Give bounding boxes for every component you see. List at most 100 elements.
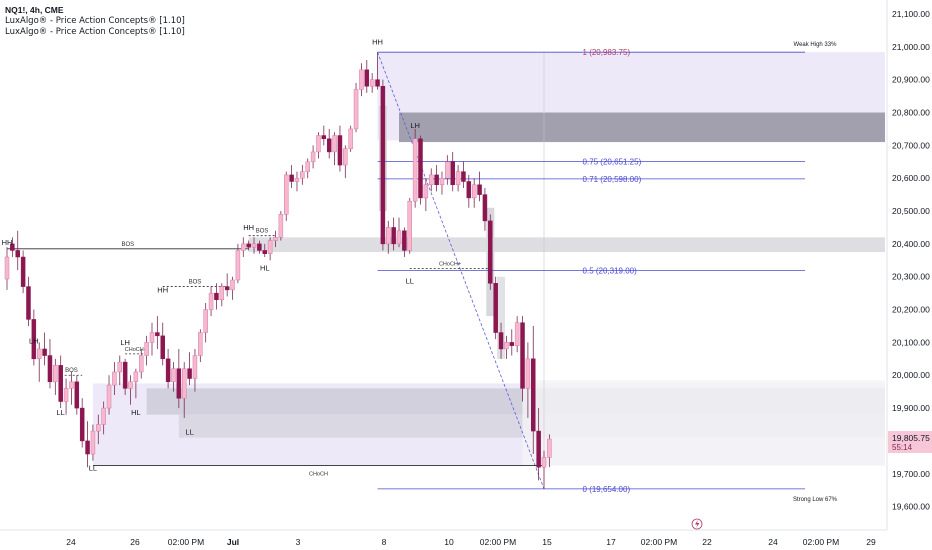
candle[interactable] (488, 220, 493, 284)
candle[interactable] (160, 335, 165, 360)
candle[interactable] (359, 69, 364, 90)
candle[interactable] (466, 181, 472, 199)
candle[interactable] (262, 250, 268, 254)
candle[interactable] (149, 332, 155, 343)
candle[interactable] (79, 407, 85, 442)
candle[interactable] (536, 430, 541, 468)
candle[interactable] (251, 243, 257, 248)
candle[interactable] (289, 174, 294, 182)
candle[interactable] (332, 135, 337, 153)
candle[interactable] (493, 283, 498, 333)
last-price-badge[interactable] (888, 431, 932, 454)
candle[interactable] (514, 322, 520, 346)
candle[interactable] (369, 79, 375, 87)
candle[interactable] (402, 230, 407, 251)
candle[interactable] (85, 440, 90, 455)
candle[interactable] (90, 430, 96, 455)
candle[interactable] (155, 332, 160, 337)
lightning-icon[interactable] (691, 518, 703, 530)
candle[interactable] (128, 381, 133, 389)
candle[interactable] (434, 174, 439, 186)
candle[interactable] (214, 292, 219, 300)
candle[interactable] (241, 243, 246, 251)
candle[interactable] (348, 128, 353, 149)
candle[interactable] (101, 407, 106, 425)
candle[interactable] (343, 148, 348, 166)
candle[interactable] (257, 243, 262, 251)
candle[interactable] (305, 161, 310, 172)
candle[interactable] (541, 457, 547, 468)
candle[interactable] (310, 151, 316, 163)
candle[interactable] (509, 342, 515, 346)
candle[interactable] (171, 368, 176, 383)
candle[interactable] (246, 243, 251, 248)
candle[interactable] (139, 355, 144, 373)
candle[interactable] (445, 161, 450, 179)
candle[interactable] (364, 69, 370, 87)
candle[interactable] (96, 424, 101, 432)
candle[interactable] (386, 227, 391, 245)
candle[interactable] (423, 184, 429, 199)
indicator-legend-1[interactable]: LuxAlgo® - Price Action Concepts® [1.10] (5, 16, 185, 26)
candle[interactable] (42, 348, 47, 356)
candle[interactable] (375, 79, 380, 87)
candle[interactable] (31, 319, 37, 360)
candle[interactable] (461, 171, 466, 182)
candle[interactable] (203, 309, 208, 333)
candle[interactable] (391, 227, 396, 245)
candle[interactable] (112, 371, 117, 386)
candle[interactable] (326, 138, 332, 153)
candle[interactable] (450, 161, 455, 186)
candle[interactable] (337, 135, 343, 166)
candle[interactable] (504, 342, 509, 350)
candle[interactable] (219, 286, 225, 300)
candle[interactable] (294, 177, 300, 182)
candle[interactable] (439, 177, 445, 186)
candle[interactable] (418, 138, 423, 199)
candle[interactable] (198, 332, 203, 356)
candle[interactable] (428, 174, 434, 186)
candle[interactable] (224, 286, 230, 291)
candle[interactable] (482, 194, 488, 222)
candle[interactable] (176, 368, 182, 399)
candle[interactable] (15, 250, 20, 258)
candle[interactable] (4, 256, 10, 280)
candle[interactable] (283, 174, 289, 215)
candle[interactable] (26, 286, 31, 320)
candle[interactable] (106, 384, 112, 409)
candle[interactable] (181, 368, 187, 399)
candle[interactable] (477, 184, 482, 195)
candle[interactable] (122, 361, 128, 389)
candle[interactable] (407, 200, 412, 251)
candle[interactable] (380, 85, 386, 245)
candle[interactable] (235, 250, 241, 281)
candle[interactable] (144, 342, 149, 356)
candle[interactable] (321, 135, 327, 140)
candle[interactable] (117, 361, 123, 373)
candle[interactable] (267, 240, 273, 254)
candle[interactable] (273, 237, 278, 241)
candle[interactable] (353, 89, 359, 130)
candle[interactable] (230, 279, 235, 291)
candle[interactable] (36, 348, 42, 360)
candle[interactable] (192, 355, 198, 379)
candle[interactable] (278, 214, 284, 238)
candle[interactable] (133, 371, 139, 383)
candle[interactable] (547, 438, 552, 458)
candle[interactable] (525, 358, 531, 389)
symbol-title[interactable]: NQ1!, 4h, CME (5, 5, 64, 15)
candle[interactable] (208, 292, 214, 310)
indicator-legend-2[interactable]: LuxAlgo® - Price Action Concepts® [1.10] (5, 27, 185, 37)
candle[interactable] (498, 332, 504, 350)
candle[interactable] (520, 322, 525, 389)
candle[interactable] (396, 230, 402, 245)
candle[interactable] (471, 184, 477, 199)
candle[interactable] (316, 135, 321, 153)
candle[interactable] (74, 381, 80, 409)
candle[interactable] (165, 358, 171, 383)
candle[interactable] (20, 256, 26, 287)
candle[interactable] (53, 365, 58, 383)
candle[interactable] (47, 355, 53, 383)
candle[interactable] (455, 171, 461, 186)
